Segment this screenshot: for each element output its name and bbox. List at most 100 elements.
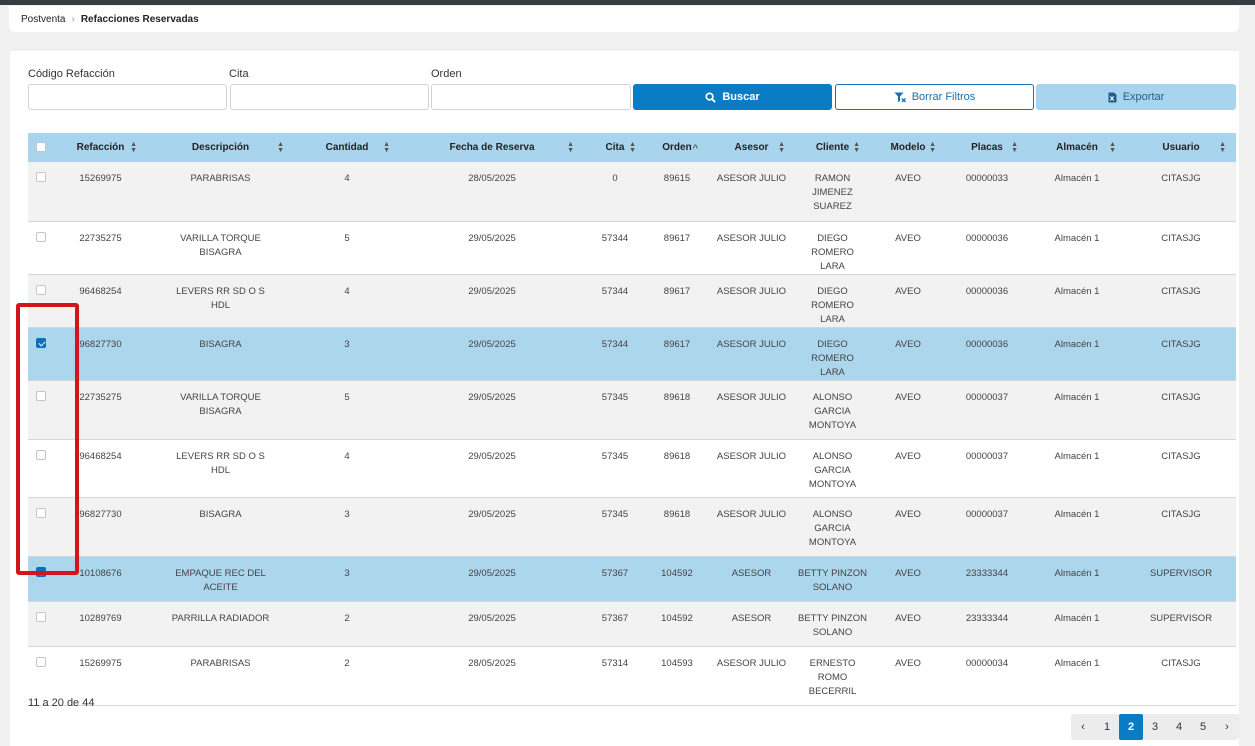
col-asesor[interactable]: Asesor ▲ ▼ <box>734 140 785 154</box>
codigo-input[interactable] <box>28 84 227 110</box>
page-button[interactable]: 4 <box>1175 721 1183 733</box>
select-all-cell <box>28 133 54 162</box>
col-usuario[interactable]: Usuario ▲ ▼ <box>1162 140 1226 154</box>
cita-input[interactable] <box>230 84 429 110</box>
fecha-cell: 29/05/2025 <box>400 556 584 602</box>
cantidad-cell: 4 <box>294 439 400 498</box>
cita-cell: 57344 <box>584 274 646 328</box>
sort-icon: ▲ ▼ <box>1109 140 1116 154</box>
row-checkbox[interactable] <box>36 231 46 242</box>
table-row[interactable]: 96827730 BISAGRA 3 29/05/2025 57345 89618 ASES… <box>28 497 1236 557</box>
cantidad-cell: 2 <box>294 601 400 647</box>
col-orden[interactable]: Orden ^ <box>662 142 698 153</box>
exportar-label: Exportar <box>1122 91 1165 103</box>
row-checkbox-checked[interactable] <box>36 337 46 348</box>
row-select-cell <box>28 497 54 557</box>
row-checkbox[interactable] <box>36 611 46 622</box>
page-button[interactable]: 5 <box>1199 721 1207 733</box>
col-cita[interactable]: Cita ▲ ▼ <box>605 140 636 154</box>
buscar-button[interactable]: Buscar <box>633 84 832 110</box>
table-row[interactable]: 96468254 LEVERS RR SD O S HDL 4 29/05/2025 5… <box>28 439 1236 498</box>
breadcrumb-root[interactable]: Postventa <box>21 13 66 25</box>
col-placas[interactable]: Placas ▲ ▼ <box>971 140 1018 154</box>
col-fecha-reserva[interactable]: Fecha de Reserva ▲ ▼ <box>449 140 574 154</box>
cliente-cell: ALONSO GARCIA MONTOYA <box>795 497 870 557</box>
prev-page-button[interactable]: ‹ <box>1081 721 1085 733</box>
table-row[interactable]: 10108676 EMPAQUE REC DEL ACEITE 3 29/05/202… <box>28 556 1236 602</box>
row-checkbox-checked[interactable] <box>36 566 46 577</box>
table-row[interactable]: 10289769 PARRILLA RADIADOR 2 29/05/2025 5736… <box>28 601 1236 647</box>
page-button[interactable]: 1 <box>1103 721 1111 733</box>
modelo-cell: AVEO <box>870 439 946 498</box>
table-row[interactable]: 22735275 VARILLA TORQUE BISAGRA 5 29/05/202… <box>28 221 1236 275</box>
cita-label: Cita <box>229 68 249 80</box>
orden-cell: 104593 <box>646 646 708 706</box>
col-almacen[interactable]: Almacén ▲ ▼ <box>1056 140 1116 154</box>
row-checkbox[interactable] <box>36 507 46 518</box>
fecha-cell: 29/05/2025 <box>400 327 584 381</box>
exportar-button[interactable]: Exportar <box>1036 84 1236 110</box>
modelo-cell: AVEO <box>870 601 946 647</box>
refaccion-cell: 10289769 <box>54 601 147 647</box>
col-refaccion[interactable]: Refacción ▲ ▼ <box>76 140 137 154</box>
descripcion-cell: BISAGRA <box>147 497 294 557</box>
row-select-cell <box>28 380 54 440</box>
table-row[interactable]: 96468254 LEVERS RR SD O S HDL 4 29/05/2025 5… <box>28 274 1236 328</box>
asesor-cell: ASESOR JULIO <box>708 327 795 381</box>
row-checkbox[interactable] <box>36 284 46 295</box>
orden-cell: 104592 <box>646 601 708 647</box>
row-checkbox[interactable] <box>36 390 46 401</box>
row-select-cell <box>28 646 54 706</box>
cliente-cell: DIEGO ROMERO LARA <box>795 274 870 328</box>
cita-cell: 57367 <box>584 601 646 647</box>
borrar-filtros-label: Borrar Filtros <box>911 91 976 103</box>
usuario-cell: CITASJG <box>1126 380 1236 440</box>
orden-cell: 89617 <box>646 274 708 328</box>
sort-icon: ▲ ▼ <box>778 140 785 154</box>
almacen-cell: Almacén 1 <box>1028 439 1126 498</box>
table-row[interactable]: 96827730 BISAGRA 3 29/05/2025 57344 89617 ASES… <box>28 327 1236 381</box>
table-row[interactable]: 15269975 PARABRISAS 4 28/05/2025 0 89615 ASESO… <box>28 162 1236 222</box>
placas-cell: 00000036 <box>946 274 1028 328</box>
usuario-cell: CITASJG <box>1126 274 1236 328</box>
usuario-cell: CITASJG <box>1126 221 1236 275</box>
orden-input[interactable] <box>431 84 631 110</box>
next-page-button[interactable]: › <box>1225 721 1229 733</box>
placas-cell: 00000036 <box>946 221 1028 275</box>
placas-cell: 00000033 <box>946 162 1028 222</box>
refaccion-cell: 96827730 <box>54 497 147 557</box>
pagination-summary: 11 a 20 de 44 <box>28 697 95 709</box>
page-button-current[interactable]: 2 <box>1119 714 1143 740</box>
orden-cell: 89617 <box>646 221 708 275</box>
col-descripcion[interactable]: Descripción ▲ ▼ <box>191 140 284 154</box>
cliente-cell: ALONSO GARCIA MONTOYA <box>795 439 870 498</box>
page-button[interactable]: 3 <box>1151 721 1159 733</box>
row-checkbox[interactable] <box>36 172 46 182</box>
table-row[interactable]: 15269975 PARABRISAS 2 28/05/2025 57314 104593… <box>28 646 1236 706</box>
row-select-cell <box>28 327 54 381</box>
almacen-cell: Almacén 1 <box>1028 380 1126 440</box>
asesor-cell: ASESOR JULIO <box>708 646 795 706</box>
row-select-cell <box>28 274 54 328</box>
row-checkbox[interactable] <box>36 449 46 460</box>
table-row[interactable]: 22735275 VARILLA TORQUE BISAGRA 5 29/05/202… <box>28 380 1236 440</box>
fecha-cell: 29/05/2025 <box>400 439 584 498</box>
cita-cell: 57314 <box>584 646 646 706</box>
row-checkbox[interactable] <box>36 656 46 667</box>
sort-asc-icon: ^ <box>692 142 698 153</box>
cita-cell: 57367 <box>584 556 646 602</box>
col-cliente[interactable]: Cliente ▲ ▼ <box>815 140 860 154</box>
col-modelo[interactable]: Modelo ▲ ▼ <box>890 140 937 154</box>
select-all-checkbox[interactable] <box>36 142 46 152</box>
fecha-cell: 29/05/2025 <box>400 497 584 557</box>
row-select-cell <box>28 439 54 498</box>
placas-cell: 23333344 <box>946 556 1028 602</box>
modelo-cell: AVEO <box>870 221 946 275</box>
descripcion-cell: VARILLA TORQUE BISAGRA <box>147 221 294 275</box>
breadcrumb: Postventa › Refacciones Reservadas <box>9 6 1239 32</box>
sort-icon: ▲ ▼ <box>130 140 137 154</box>
col-cantidad[interactable]: Cantidad ▲ ▼ <box>325 140 390 154</box>
borrar-filtros-button[interactable]: Borrar Filtros <box>835 84 1034 110</box>
row-select-cell <box>28 601 54 647</box>
almacen-cell: Almacén 1 <box>1028 601 1126 647</box>
